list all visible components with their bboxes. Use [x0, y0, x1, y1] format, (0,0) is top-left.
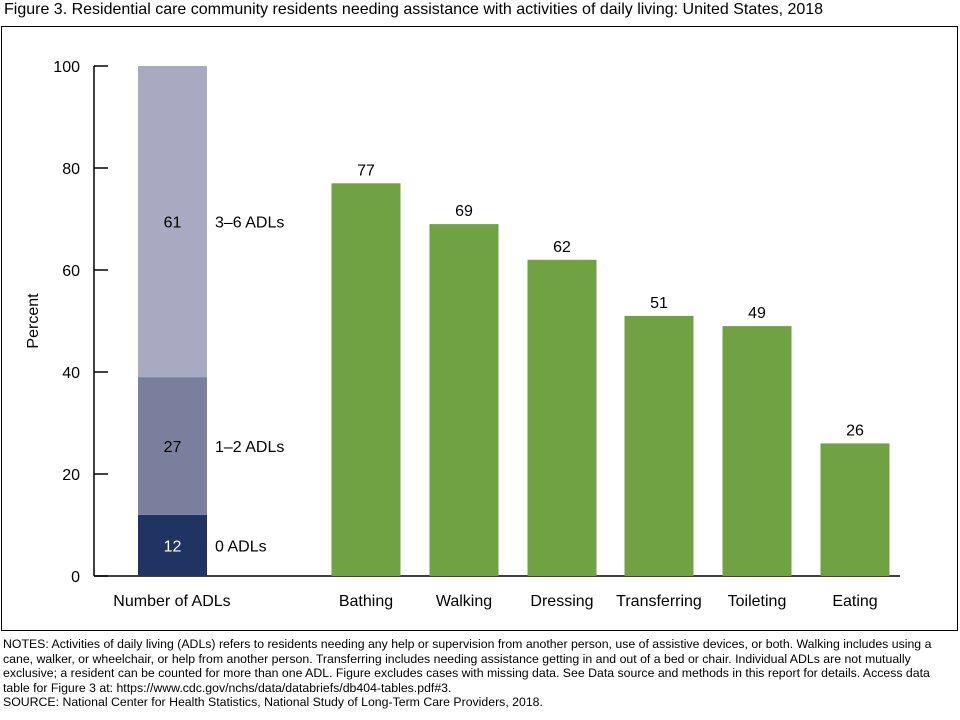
bar-value-label: 77 — [357, 162, 375, 179]
bars: 77 69 62 51 49 26 — [331, 162, 890, 577]
source-text: SOURCE: National Center for Health Stati… — [3, 695, 543, 710]
y-tick-label: 20 — [62, 467, 80, 484]
stack-value-label: 61 — [164, 215, 182, 232]
y-tick-label: 0 — [71, 569, 80, 586]
notes-block: NOTES: Activities of daily living (ADLs)… — [3, 637, 959, 710]
bar — [624, 315, 694, 576]
x-tick-label: Number of ADLs — [113, 593, 230, 610]
y-tick-label: 80 — [62, 161, 80, 178]
stack-segment-label: 0 ADLs — [215, 538, 267, 555]
bar-value-label: 51 — [650, 295, 668, 312]
x-tick-label: Bathing — [339, 593, 393, 610]
x-tick-label: Eating — [832, 593, 877, 610]
bar-value-label: 49 — [748, 305, 766, 322]
bar — [820, 443, 890, 576]
bar-value-label: 26 — [846, 422, 864, 439]
y-tick-label: 100 — [53, 59, 80, 76]
stack-segment-label: 1–2 ADLs — [215, 439, 284, 456]
stacked-bar: 12 0 ADLs 27 1–2 ADLs 61 3–6 ADLs — [138, 66, 284, 576]
plot-frame — [1, 26, 958, 631]
x-axis-labels: Number of ADLs Bathing Walking Dressing Tran… — [113, 593, 877, 610]
bar-value-label: 69 — [455, 203, 473, 220]
stack-segment — [138, 514, 207, 576]
stack-segment — [138, 377, 207, 515]
bar — [527, 259, 597, 576]
notes-text: NOTES: Activities of daily living (ADLs)… — [3, 637, 932, 695]
stack-value-label: 12 — [164, 538, 182, 555]
bar — [429, 224, 499, 576]
bar — [331, 183, 401, 577]
stack-segment — [138, 66, 207, 378]
y-tick-label: 60 — [62, 263, 80, 280]
x-tick-label: Walking — [436, 593, 492, 610]
y-axis-title: Percent — [25, 293, 42, 349]
y-tick-label: 40 — [62, 365, 80, 382]
x-tick-label: Transferring — [616, 593, 702, 610]
figure-title: Figure 3. Residential care community res… — [4, 1, 824, 18]
x-tick-label: Toileting — [728, 593, 787, 610]
stack-value-label: 27 — [164, 439, 182, 456]
stack-segment-label: 3–6 ADLs — [215, 215, 284, 232]
bar-value-label: 62 — [553, 239, 571, 256]
chart: 0 20 40 60 80 100 Percent 12 0 ADLs 27 1–2 ADLs 61… — [25, 59, 900, 610]
bar — [722, 326, 792, 576]
x-tick-label: Dressing — [530, 593, 593, 610]
